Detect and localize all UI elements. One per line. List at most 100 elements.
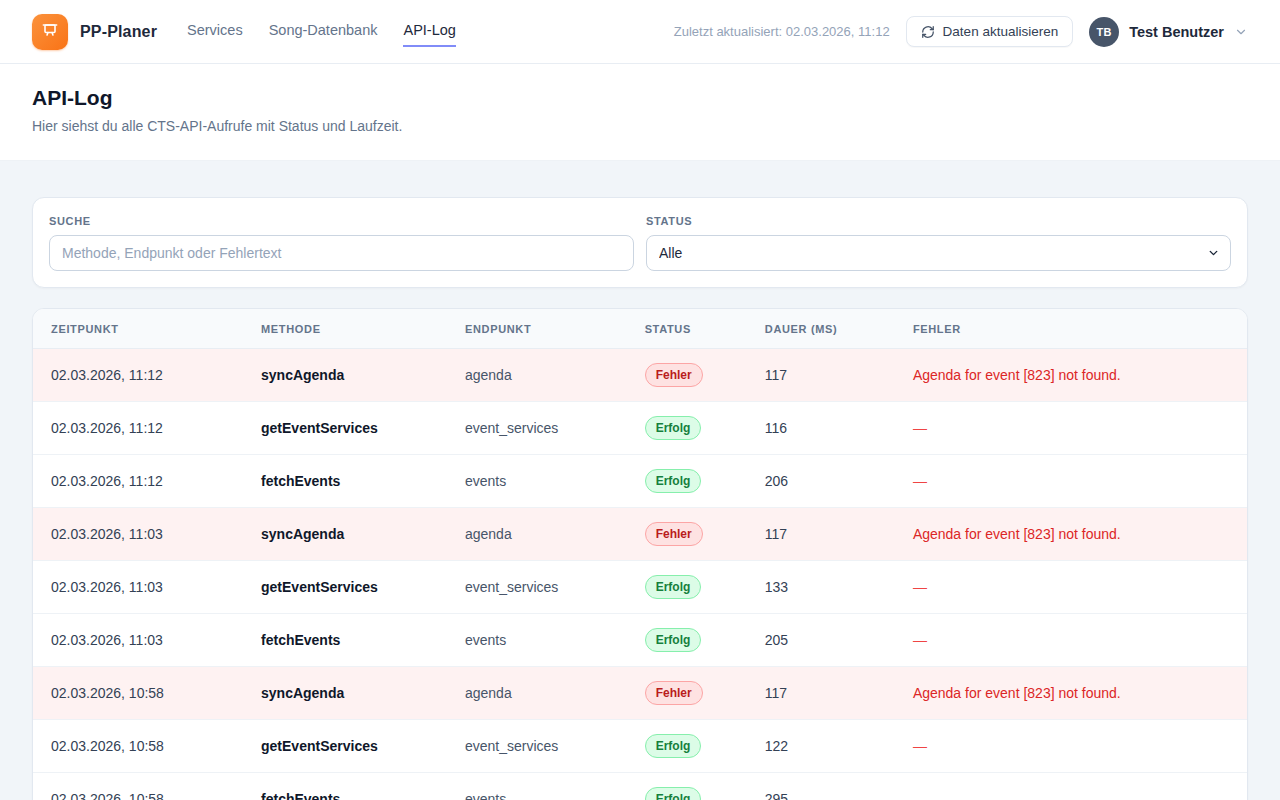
nav-item-services[interactable]: Services: [187, 16, 243, 47]
cell-endpoint: events: [447, 455, 627, 508]
status-label: Status: [646, 215, 1231, 227]
col-status: Status: [627, 309, 747, 349]
table-row: 02.03.2026, 11:03 fetchEvents events Erf…: [33, 614, 1247, 667]
cell-error: Agenda for event [823] not found.: [895, 667, 1247, 720]
cell-error: —: [895, 561, 1247, 614]
top-bar-right: Zuletzt aktualisiert: 02.03.2026, 11:12 …: [674, 16, 1248, 47]
table-row: 02.03.2026, 11:12 getEventServices event…: [33, 402, 1247, 455]
cell-status: Erfolg: [627, 720, 747, 773]
cell-status: Erfolg: [627, 455, 747, 508]
cell-timestamp: 02.03.2026, 11:03: [33, 561, 243, 614]
cell-timestamp: 02.03.2026, 10:58: [33, 720, 243, 773]
table-body: 02.03.2026, 11:12 syncAgenda agenda Fehl…: [33, 349, 1247, 800]
status-select-wrap: Alle: [646, 235, 1231, 271]
filter-card: Suche Status Alle: [32, 197, 1248, 288]
cell-endpoint: events: [447, 773, 627, 800]
cell-status: Erfolg: [627, 614, 747, 667]
table-row: 02.03.2026, 11:12 syncAgenda agenda Fehl…: [33, 349, 1247, 402]
cell-endpoint: agenda: [447, 349, 627, 402]
table-row: 02.03.2026, 10:58 fetchEvents events Erf…: [33, 773, 1247, 800]
cell-status: Erfolg: [627, 561, 747, 614]
cell-duration: 117: [747, 349, 895, 402]
nav-item-api-log[interactable]: API-Log: [403, 16, 455, 47]
cell-error: —: [895, 402, 1247, 455]
cell-duration: 133: [747, 561, 895, 614]
status-badge: Erfolg: [645, 416, 702, 440]
cell-endpoint: events: [447, 614, 627, 667]
cell-method: fetchEvents: [243, 773, 447, 800]
main-content: Suche Status Alle: [0, 161, 1280, 800]
cell-timestamp: 02.03.2026, 10:58: [33, 667, 243, 720]
cell-timestamp: 02.03.2026, 11:12: [33, 455, 243, 508]
refresh-button-label: Daten aktualisieren: [943, 24, 1059, 39]
user-name: Test Benutzer: [1129, 24, 1224, 40]
api-log-table-card: Zeitpunkt Methode Endpunkt Status Dauer …: [32, 308, 1248, 800]
cell-timestamp: 02.03.2026, 11:03: [33, 508, 243, 561]
cell-status: Fehler: [627, 667, 747, 720]
page-subtitle: Hier siehst du alle CTS-API-Aufrufe mit …: [32, 118, 1248, 134]
api-log-table: Zeitpunkt Methode Endpunkt Status Dauer …: [33, 309, 1247, 800]
nav-item-song-datenbank[interactable]: Song-Datenbank: [269, 16, 378, 47]
cell-timestamp: 02.03.2026, 10:58: [33, 773, 243, 800]
cell-duration: 117: [747, 508, 895, 561]
status-field-group: Status Alle: [646, 215, 1231, 271]
cell-timestamp: 02.03.2026, 11:12: [33, 402, 243, 455]
cell-method: syncAgenda: [243, 508, 447, 561]
cell-duration: 116: [747, 402, 895, 455]
cell-error: —: [895, 720, 1247, 773]
cell-duration: 205: [747, 614, 895, 667]
table-row: 02.03.2026, 11:03 syncAgenda agenda Fehl…: [33, 508, 1247, 561]
status-select[interactable]: Alle: [646, 235, 1231, 271]
last-updated-text: Zuletzt aktualisiert: 02.03.2026, 11:12: [674, 24, 890, 39]
page-title: API-Log: [32, 86, 1248, 110]
brand[interactable]: PP-Planer: [32, 14, 157, 50]
table-row: 02.03.2026, 10:58 syncAgenda agenda Fehl…: [33, 667, 1247, 720]
col-zeitpunkt: Zeitpunkt: [33, 309, 243, 349]
cell-method: fetchEvents: [243, 614, 447, 667]
table-row: 02.03.2026, 11:03 getEventServices event…: [33, 561, 1247, 614]
cell-endpoint: agenda: [447, 508, 627, 561]
cell-duration: 206: [747, 455, 895, 508]
col-endpunkt: Endpunkt: [447, 309, 627, 349]
cell-endpoint: event_services: [447, 402, 627, 455]
cell-method: fetchEvents: [243, 455, 447, 508]
cell-endpoint: event_services: [447, 561, 627, 614]
cell-duration: 122: [747, 720, 895, 773]
status-badge: Erfolg: [645, 628, 702, 652]
cell-method: syncAgenda: [243, 667, 447, 720]
cell-timestamp: 02.03.2026, 11:03: [33, 614, 243, 667]
status-badge: Fehler: [645, 522, 703, 546]
cell-endpoint: event_services: [447, 720, 627, 773]
refresh-icon: [921, 25, 935, 39]
top-bar: PP-Planer Services Song-Datenbank API-Lo…: [0, 0, 1280, 64]
brand-name: PP-Planer: [80, 23, 157, 41]
cell-status: Erfolg: [627, 402, 747, 455]
user-menu[interactable]: TB Test Benutzer: [1089, 17, 1248, 47]
table-row: 02.03.2026, 10:58 getEventServices event…: [33, 720, 1247, 773]
cell-error: Agenda for event [823] not found.: [895, 508, 1247, 561]
cell-method: getEventServices: [243, 561, 447, 614]
cell-status: Fehler: [627, 508, 747, 561]
search-field-group: Suche: [49, 215, 634, 271]
cell-error: —: [895, 614, 1247, 667]
search-input[interactable]: [49, 235, 634, 271]
presentation-screen-icon: [40, 20, 60, 44]
table-head: Zeitpunkt Methode Endpunkt Status Dauer …: [33, 309, 1247, 349]
status-badge: Erfolg: [645, 469, 702, 493]
col-dauer: Dauer (ms): [747, 309, 895, 349]
cell-endpoint: agenda: [447, 667, 627, 720]
cell-error: —: [895, 455, 1247, 508]
status-badge: Fehler: [645, 681, 703, 705]
refresh-data-button[interactable]: Daten aktualisieren: [906, 16, 1074, 47]
cell-error: —: [895, 773, 1247, 800]
status-badge: Erfolg: [645, 575, 702, 599]
cell-timestamp: 02.03.2026, 11:12: [33, 349, 243, 402]
search-label: Suche: [49, 215, 634, 227]
chevron-down-icon: [1234, 25, 1248, 39]
cell-method: syncAgenda: [243, 349, 447, 402]
cell-status: Fehler: [627, 349, 747, 402]
status-badge: Fehler: [645, 363, 703, 387]
col-fehler: Fehler: [895, 309, 1247, 349]
main-nav: Services Song-Datenbank API-Log: [187, 16, 456, 47]
cell-method: getEventServices: [243, 720, 447, 773]
